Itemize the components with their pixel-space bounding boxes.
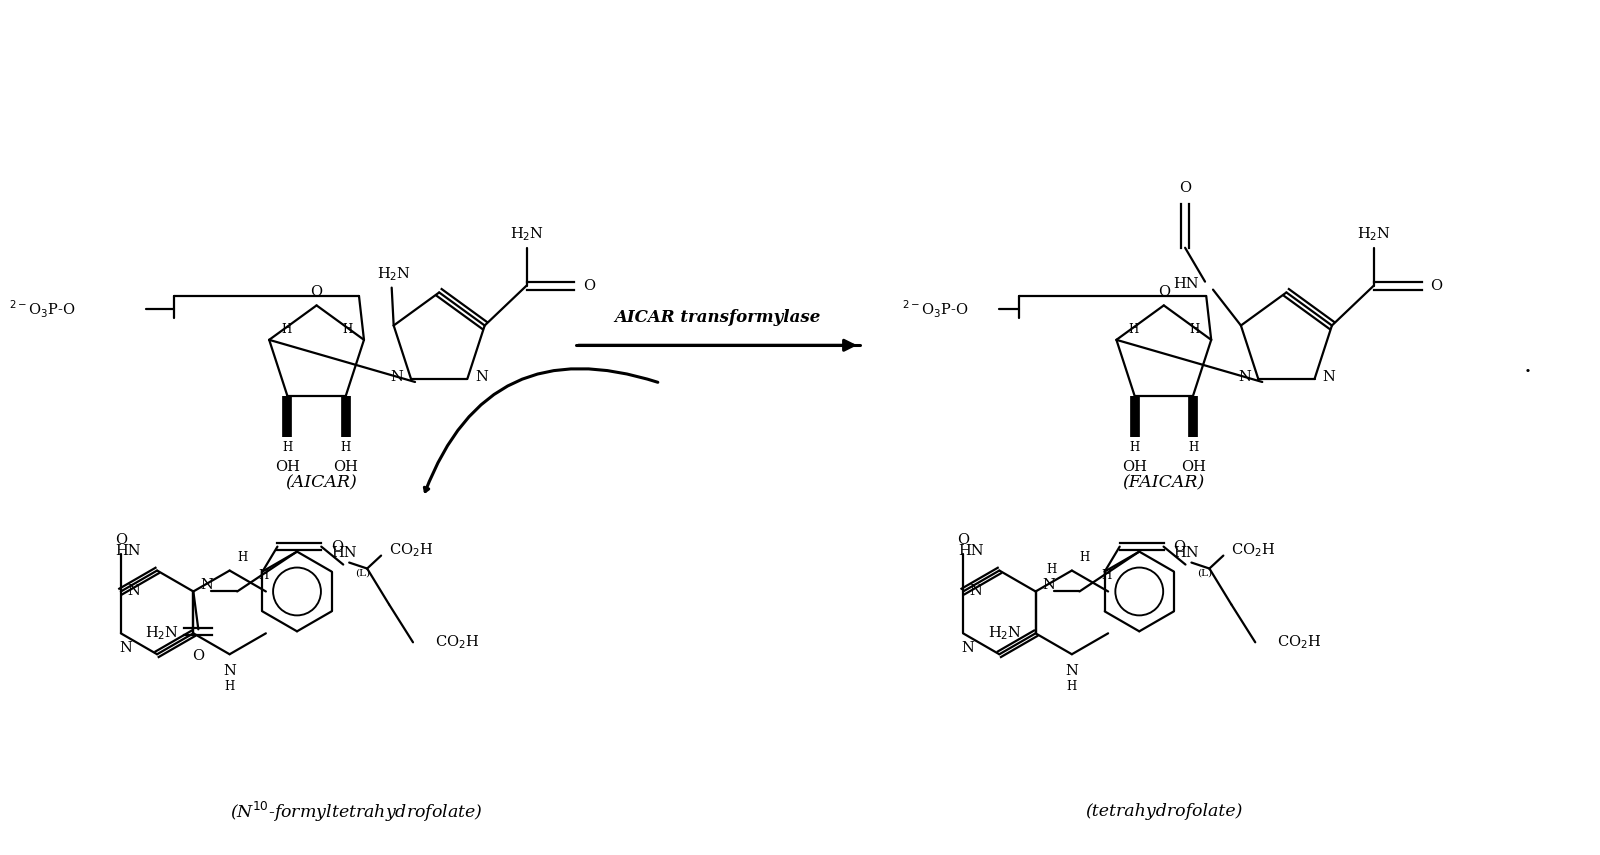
Text: H: H [237, 551, 248, 564]
Text: N: N [1322, 370, 1334, 384]
Text: OH: OH [333, 460, 358, 475]
Text: HN: HN [115, 544, 141, 557]
Text: N: N [1238, 370, 1251, 384]
Text: N: N [222, 664, 237, 678]
Text: H: H [224, 680, 235, 693]
Text: .: . [1523, 354, 1531, 377]
Text: H: H [1046, 563, 1056, 576]
Text: H$_2$N: H$_2$N [146, 624, 179, 642]
Text: HN: HN [1173, 545, 1198, 559]
Text: O: O [1430, 279, 1443, 292]
Text: N: N [970, 585, 982, 598]
Text: CO$_2$H: CO$_2$H [1232, 542, 1275, 559]
Text: N: N [1042, 579, 1054, 593]
Text: H$_2$N: H$_2$N [509, 225, 544, 243]
Text: H: H [1067, 680, 1077, 693]
Text: O: O [957, 533, 970, 546]
Text: CO$_2$H: CO$_2$H [1277, 634, 1322, 652]
Text: OH: OH [275, 460, 299, 475]
Text: H: H [1189, 323, 1200, 336]
Text: OH: OH [1181, 460, 1205, 475]
Text: HN: HN [958, 544, 984, 557]
Text: H: H [1130, 441, 1139, 454]
Text: (L): (L) [1197, 569, 1213, 577]
Text: HN: HN [331, 545, 357, 559]
Text: N: N [200, 579, 213, 593]
Text: H$_2$N: H$_2$N [987, 624, 1022, 642]
Text: H$_2$N: H$_2$N [376, 265, 411, 282]
Text: O: O [115, 533, 126, 546]
Text: H: H [1080, 551, 1090, 564]
Text: (L): (L) [355, 569, 370, 577]
Text: N: N [120, 641, 133, 655]
Text: (tetrahydrofolate): (tetrahydrofolate) [1085, 803, 1243, 820]
Text: O: O [331, 540, 344, 553]
Text: (N$^{10}$-formyltetrahydrofolate): (N$^{10}$-formyltetrahydrofolate) [230, 799, 483, 824]
Text: N: N [390, 370, 403, 384]
Text: OH: OH [1122, 460, 1147, 475]
Text: O: O [192, 649, 205, 663]
Text: O: O [1179, 181, 1190, 195]
Text: H$_2$N: H$_2$N [1357, 225, 1390, 243]
Text: H: H [342, 323, 352, 336]
Text: N: N [475, 370, 488, 384]
Text: O: O [1158, 286, 1170, 299]
Text: N: N [128, 585, 141, 598]
Text: (FAICAR): (FAICAR) [1123, 475, 1205, 492]
Text: N: N [962, 641, 974, 655]
Text: $^{2-}$O$_3$P-O: $^{2-}$O$_3$P-O [902, 298, 968, 320]
Text: O: O [1173, 540, 1186, 553]
Text: H: H [1101, 569, 1112, 582]
Text: H: H [282, 323, 291, 336]
Text: AICAR transformylase: AICAR transformylase [614, 309, 821, 326]
Text: O: O [310, 286, 323, 299]
Text: H: H [341, 441, 350, 454]
Text: H: H [1128, 323, 1139, 336]
Text: O: O [584, 279, 595, 292]
Text: CO$_2$H: CO$_2$H [389, 542, 434, 559]
Text: HN: HN [1173, 277, 1198, 291]
Text: CO$_2$H: CO$_2$H [435, 634, 480, 652]
Text: $^{2-}$O$_3$P-O: $^{2-}$O$_3$P-O [8, 298, 75, 320]
Text: N: N [1066, 664, 1078, 678]
Text: H: H [282, 441, 293, 454]
FancyArrowPatch shape [424, 369, 658, 492]
Text: H: H [259, 569, 269, 582]
Text: H: H [1187, 441, 1198, 454]
Text: (AICAR): (AICAR) [286, 475, 357, 492]
